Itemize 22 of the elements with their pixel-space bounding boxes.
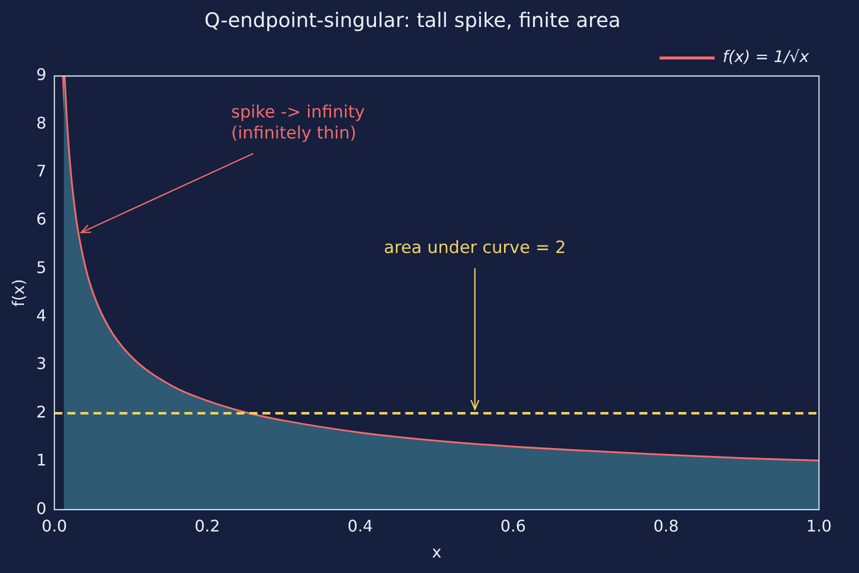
y-tick-label: 9: [36, 65, 46, 84]
y-tick-label: 8: [36, 113, 46, 132]
x-tick-label: 0.2: [194, 516, 220, 536]
y-tick-label: 5: [36, 258, 46, 277]
y-tick-label: 3: [36, 354, 46, 374]
annotation: area under curve = 2: [384, 238, 566, 258]
x-tick-label: 0.4: [348, 516, 373, 536]
y-tick-label: 0: [36, 498, 46, 518]
x-tick-label: 0.0: [42, 516, 68, 536]
y-axis-title: f(x): [8, 279, 28, 307]
y-tick-label: 1: [36, 450, 46, 470]
x-tick-label: 0.6: [500, 516, 526, 536]
x-axis-title: x: [432, 542, 442, 562]
y-tick-label: 2: [36, 402, 46, 422]
chart-title: Q-endpoint-singular: tall spike, finite area: [204, 8, 621, 32]
x-tick-label: 0.8: [653, 516, 679, 536]
annotation: spike -> infinity (infinitely thin): [231, 102, 365, 144]
legend-label: f(x) = 1/√x: [722, 47, 810, 66]
y-tick-label: 7: [36, 162, 46, 181]
y-tick-label: 4: [36, 306, 46, 326]
x-tick-label: 1.0: [806, 516, 832, 536]
y-tick-label: 6: [36, 210, 46, 229]
